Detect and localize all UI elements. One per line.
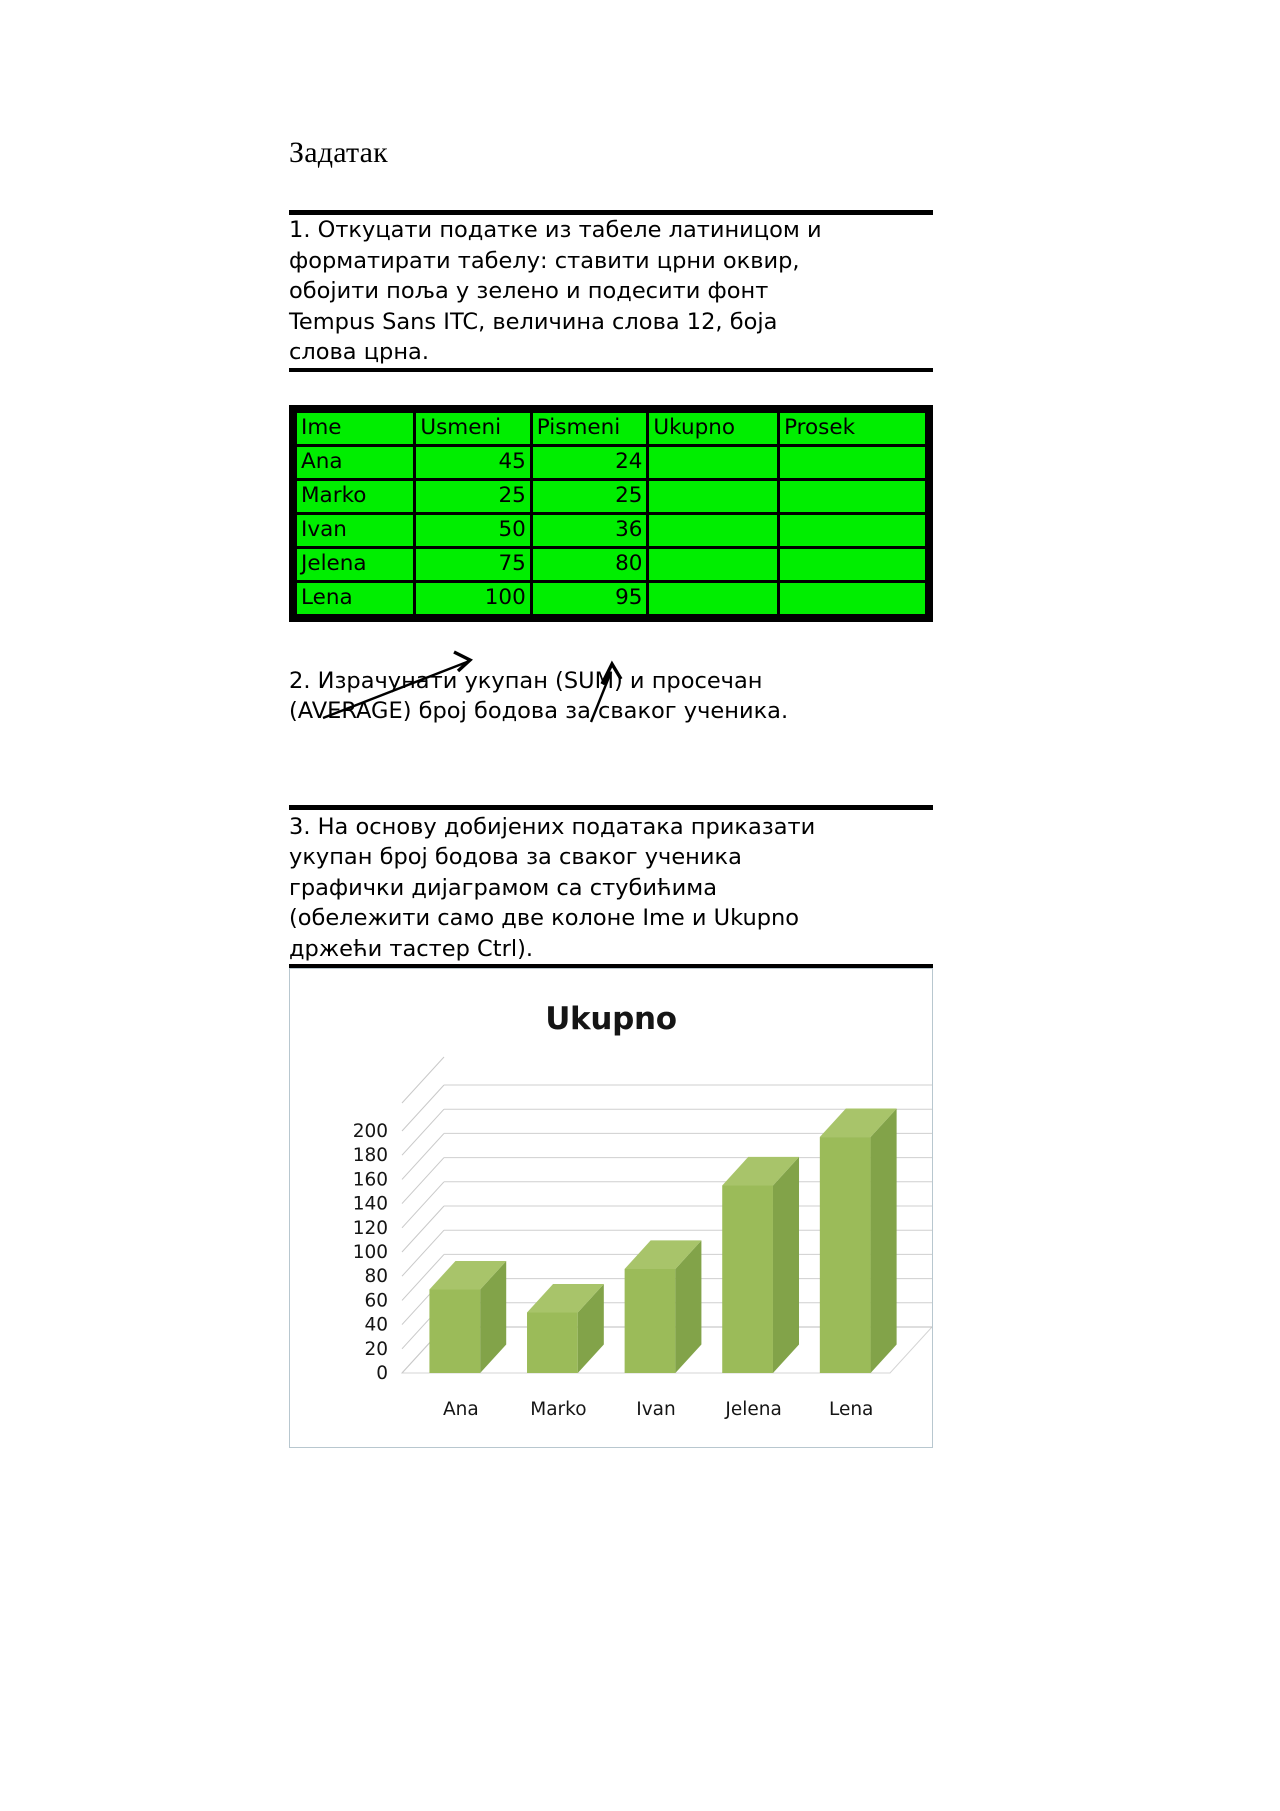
chart-bar: [429, 1260, 507, 1373]
cell-prosek[interactable]: [777, 545, 928, 583]
table-row: Lena 100 95: [293, 579, 928, 617]
cell-prosek[interactable]: [777, 443, 928, 481]
table-header-pismeni: Pismeni: [529, 409, 650, 447]
divider-bottom-task1: [289, 367, 933, 372]
table-header-ime: Ime: [293, 409, 417, 447]
cell-usmeni[interactable]: 100: [413, 579, 533, 617]
cell-ime[interactable]: Marko: [293, 477, 417, 515]
cell-usmeni[interactable]: 50: [413, 511, 533, 549]
y-axis-tick-label: 80: [364, 1266, 388, 1287]
chart-bar: [819, 1108, 897, 1373]
cell-prosek[interactable]: [777, 579, 928, 617]
task-2-text: 2. Израчунати укупан (SUM) и просечан (A…: [289, 667, 789, 725]
task-3-block: 3. На основу добијених података приказат…: [289, 804, 933, 968]
x-axis-category-label: Lena: [829, 1399, 873, 1420]
task-1-text: 1. Откуцати податке из табеле латиницом …: [289, 217, 822, 365]
table-header-row: Ime Usmeni Pismeni Ukupno Prosek: [293, 409, 928, 447]
divider-top-task1: [289, 210, 933, 215]
x-axis-category-label: Marko: [530, 1399, 586, 1420]
y-axis-tick-label: 20: [364, 1339, 388, 1360]
cell-ukupno[interactable]: [646, 443, 781, 481]
divider-top-task3: [289, 804, 933, 810]
chart-title: Ukupno: [545, 1001, 677, 1037]
table-header-usmeni: Usmeni: [413, 409, 533, 447]
cell-ime[interactable]: Ana: [293, 443, 417, 481]
page-title: Задатак: [289, 136, 388, 169]
cell-pismeni[interactable]: 80: [529, 545, 650, 583]
cell-ukupno[interactable]: [646, 545, 781, 583]
cell-usmeni[interactable]: 45: [413, 443, 533, 481]
task-3-text: 3. На основу добијених података приказат…: [289, 813, 816, 962]
y-axis-tick-label: 60: [364, 1290, 388, 1311]
cell-pismeni[interactable]: 25: [529, 477, 650, 515]
table-row: Ana 45 24: [293, 443, 928, 481]
y-axis-tick-label: 180: [353, 1145, 388, 1166]
table-row: Jelena 75 80: [293, 545, 928, 583]
y-axis-tick-label: 100: [353, 1242, 388, 1263]
table-header-ukupno: Ukupno: [646, 409, 781, 447]
cell-prosek[interactable]: [777, 477, 928, 515]
cell-pismeni[interactable]: 95: [529, 579, 650, 617]
cell-ime[interactable]: Lena: [293, 579, 417, 617]
x-axis-category-label: Ivan: [636, 1399, 675, 1420]
chart-plot-area: 0 20 40 60 80 100 120 140 160 180 200 Ana Marko Ivan J…: [353, 1056, 932, 1420]
y-axis-tick-label: 120: [353, 1218, 388, 1239]
cell-ime[interactable]: Ivan: [293, 511, 417, 549]
cell-ukupno[interactable]: [646, 511, 781, 549]
ukupno-bar-chart: 0 20 40 60 80 100 120 140 160 180 200 Ana Marko Ivan J…: [353, 1056, 932, 1420]
cell-prosek[interactable]: [777, 511, 928, 549]
chart-bar: [527, 1283, 604, 1373]
cell-usmeni[interactable]: 25: [413, 477, 533, 515]
y-axis-tick-label: 160: [353, 1169, 388, 1190]
document-content: Задатак 1. Откуцати податке из табеле ла…: [289, 134, 933, 1448]
cell-ukupno[interactable]: [646, 579, 781, 617]
y-axis-tick-label: 0: [376, 1363, 388, 1384]
y-axis-tick-label: 40: [364, 1315, 388, 1336]
cell-usmeni[interactable]: 75: [413, 545, 533, 583]
cell-pismeni[interactable]: 36: [529, 511, 650, 549]
chart-bar: [624, 1240, 702, 1373]
cell-ime[interactable]: Jelena: [293, 545, 417, 583]
chart-bar: [722, 1156, 800, 1373]
grades-table: Ime Usmeni Pismeni Ukupno Prosek Ana 45 …: [293, 409, 928, 617]
cell-ukupno[interactable]: [646, 477, 781, 515]
x-axis-category-label: Ana: [443, 1399, 479, 1420]
x-axis-category-label: Jelena: [724, 1399, 781, 1420]
grades-table-container: Ime Usmeni Pismeni Ukupno Prosek Ana 45 …: [289, 404, 933, 622]
cell-pismeni[interactable]: 24: [529, 443, 650, 481]
divider-bottom-task3: [289, 964, 933, 968]
y-axis-tick-label: 200: [353, 1121, 388, 1142]
table-row: Ivan 50 36: [293, 511, 928, 549]
table-header-prosek: Prosek: [777, 409, 928, 447]
chart-container: Ukupno 0 20 40 60 80 100 120 140 160 180 200 Ana Mar…: [289, 968, 933, 1448]
table-row: Marko 25 25: [293, 477, 928, 515]
y-axis-tick-label: 140: [353, 1194, 388, 1215]
